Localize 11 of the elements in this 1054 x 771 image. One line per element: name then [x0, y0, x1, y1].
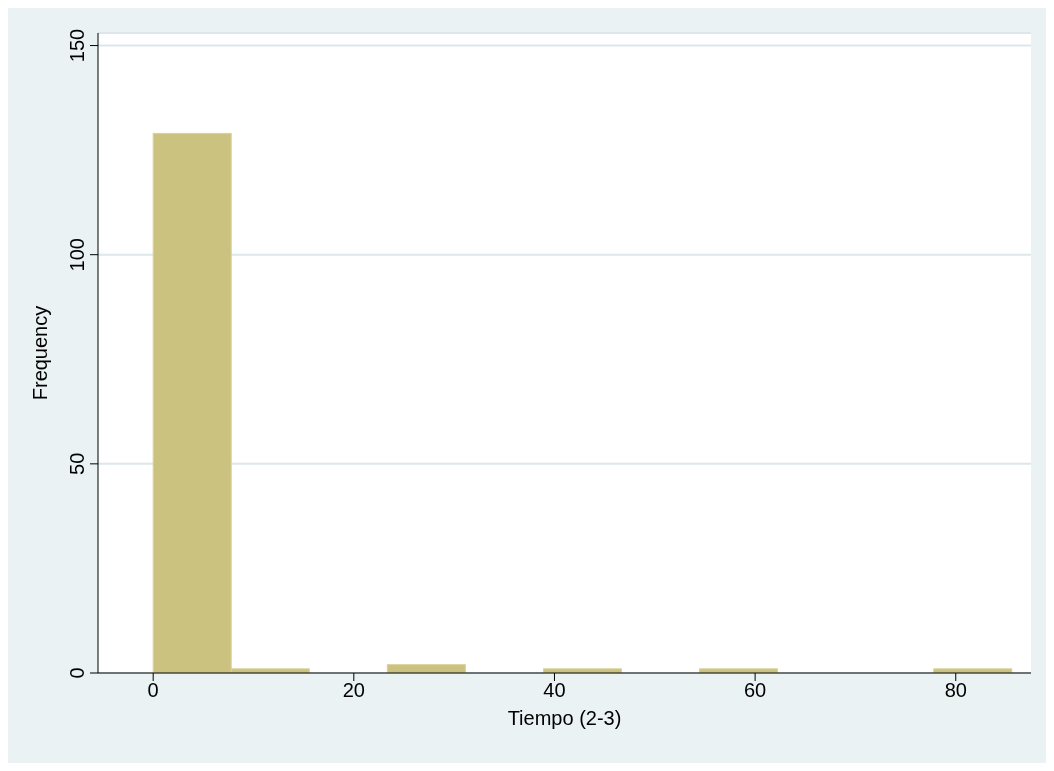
x-tick-label: 80 [944, 679, 967, 702]
x-tick-label: 40 [543, 679, 566, 702]
y-axis-title: Frequency [29, 305, 52, 401]
y-tick-label: 0 [66, 667, 88, 679]
y-tick-label: 100 [66, 238, 88, 272]
x-tick-label: 20 [342, 679, 365, 702]
y-tick-label: 50 [66, 452, 88, 475]
x-tick-label: 0 [147, 679, 159, 702]
y-tick-label: 150 [66, 28, 88, 63]
x-tick-label: 60 [743, 679, 767, 702]
x-axis-title: Tiempo (2-3) [507, 707, 622, 729]
